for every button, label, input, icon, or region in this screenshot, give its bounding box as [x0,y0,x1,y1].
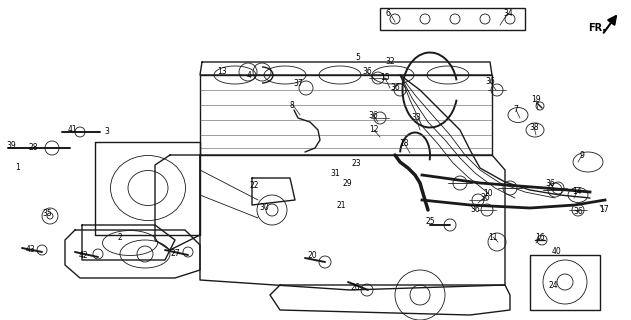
Text: 41: 41 [67,125,77,134]
Text: 25: 25 [425,218,435,227]
Text: 36: 36 [485,77,495,86]
Text: 35: 35 [42,209,52,218]
Text: 42: 42 [78,251,88,260]
Text: 16: 16 [535,234,545,243]
Text: 18: 18 [399,139,409,148]
Text: 40: 40 [552,247,562,257]
Text: 24: 24 [548,281,558,290]
Bar [530,255,600,310]
Text: 1: 1 [16,164,20,172]
Text: 7: 7 [514,106,519,115]
Text: 36: 36 [480,193,490,202]
Text: 30: 30 [259,203,269,212]
Text: 36: 36 [368,110,378,119]
Text: 17: 17 [599,205,609,214]
Text: 11: 11 [488,233,498,242]
Text: 33: 33 [411,114,421,123]
Text: 6: 6 [386,9,391,18]
Text: 26: 26 [350,284,360,292]
Text: 29: 29 [342,179,352,188]
Text: 38: 38 [529,123,539,132]
Text: 32: 32 [385,58,395,67]
Text: 8: 8 [290,100,295,109]
Text: 37: 37 [293,78,303,87]
Text: 9: 9 [579,150,584,159]
Text: 13: 13 [217,68,227,76]
Text: 36: 36 [362,68,372,76]
Text: 22: 22 [249,180,259,189]
Bar [380,8,525,30]
Text: 34: 34 [503,9,513,18]
Text: 14: 14 [572,188,582,196]
Text: 15: 15 [380,74,390,83]
Text: 39: 39 [6,140,16,149]
Text: 19: 19 [531,95,541,105]
Text: 36: 36 [470,205,480,214]
Text: 31: 31 [330,169,340,178]
Text: 23: 23 [351,158,361,167]
Text: 3: 3 [105,126,109,135]
Text: 2: 2 [117,234,122,243]
Text: 10: 10 [483,188,493,197]
Text: 43: 43 [25,245,35,254]
Text: 20: 20 [307,251,317,260]
Text: 4: 4 [247,70,251,79]
Text: 36: 36 [545,179,555,188]
Text: 12: 12 [369,125,379,134]
Text: 21: 21 [336,201,346,210]
Text: 5: 5 [355,52,360,61]
Text: 28: 28 [28,143,38,153]
Text: 36: 36 [573,207,583,217]
Text: FR.: FR. [588,23,606,33]
Text: 27: 27 [170,249,180,258]
Text: 36: 36 [390,84,400,92]
